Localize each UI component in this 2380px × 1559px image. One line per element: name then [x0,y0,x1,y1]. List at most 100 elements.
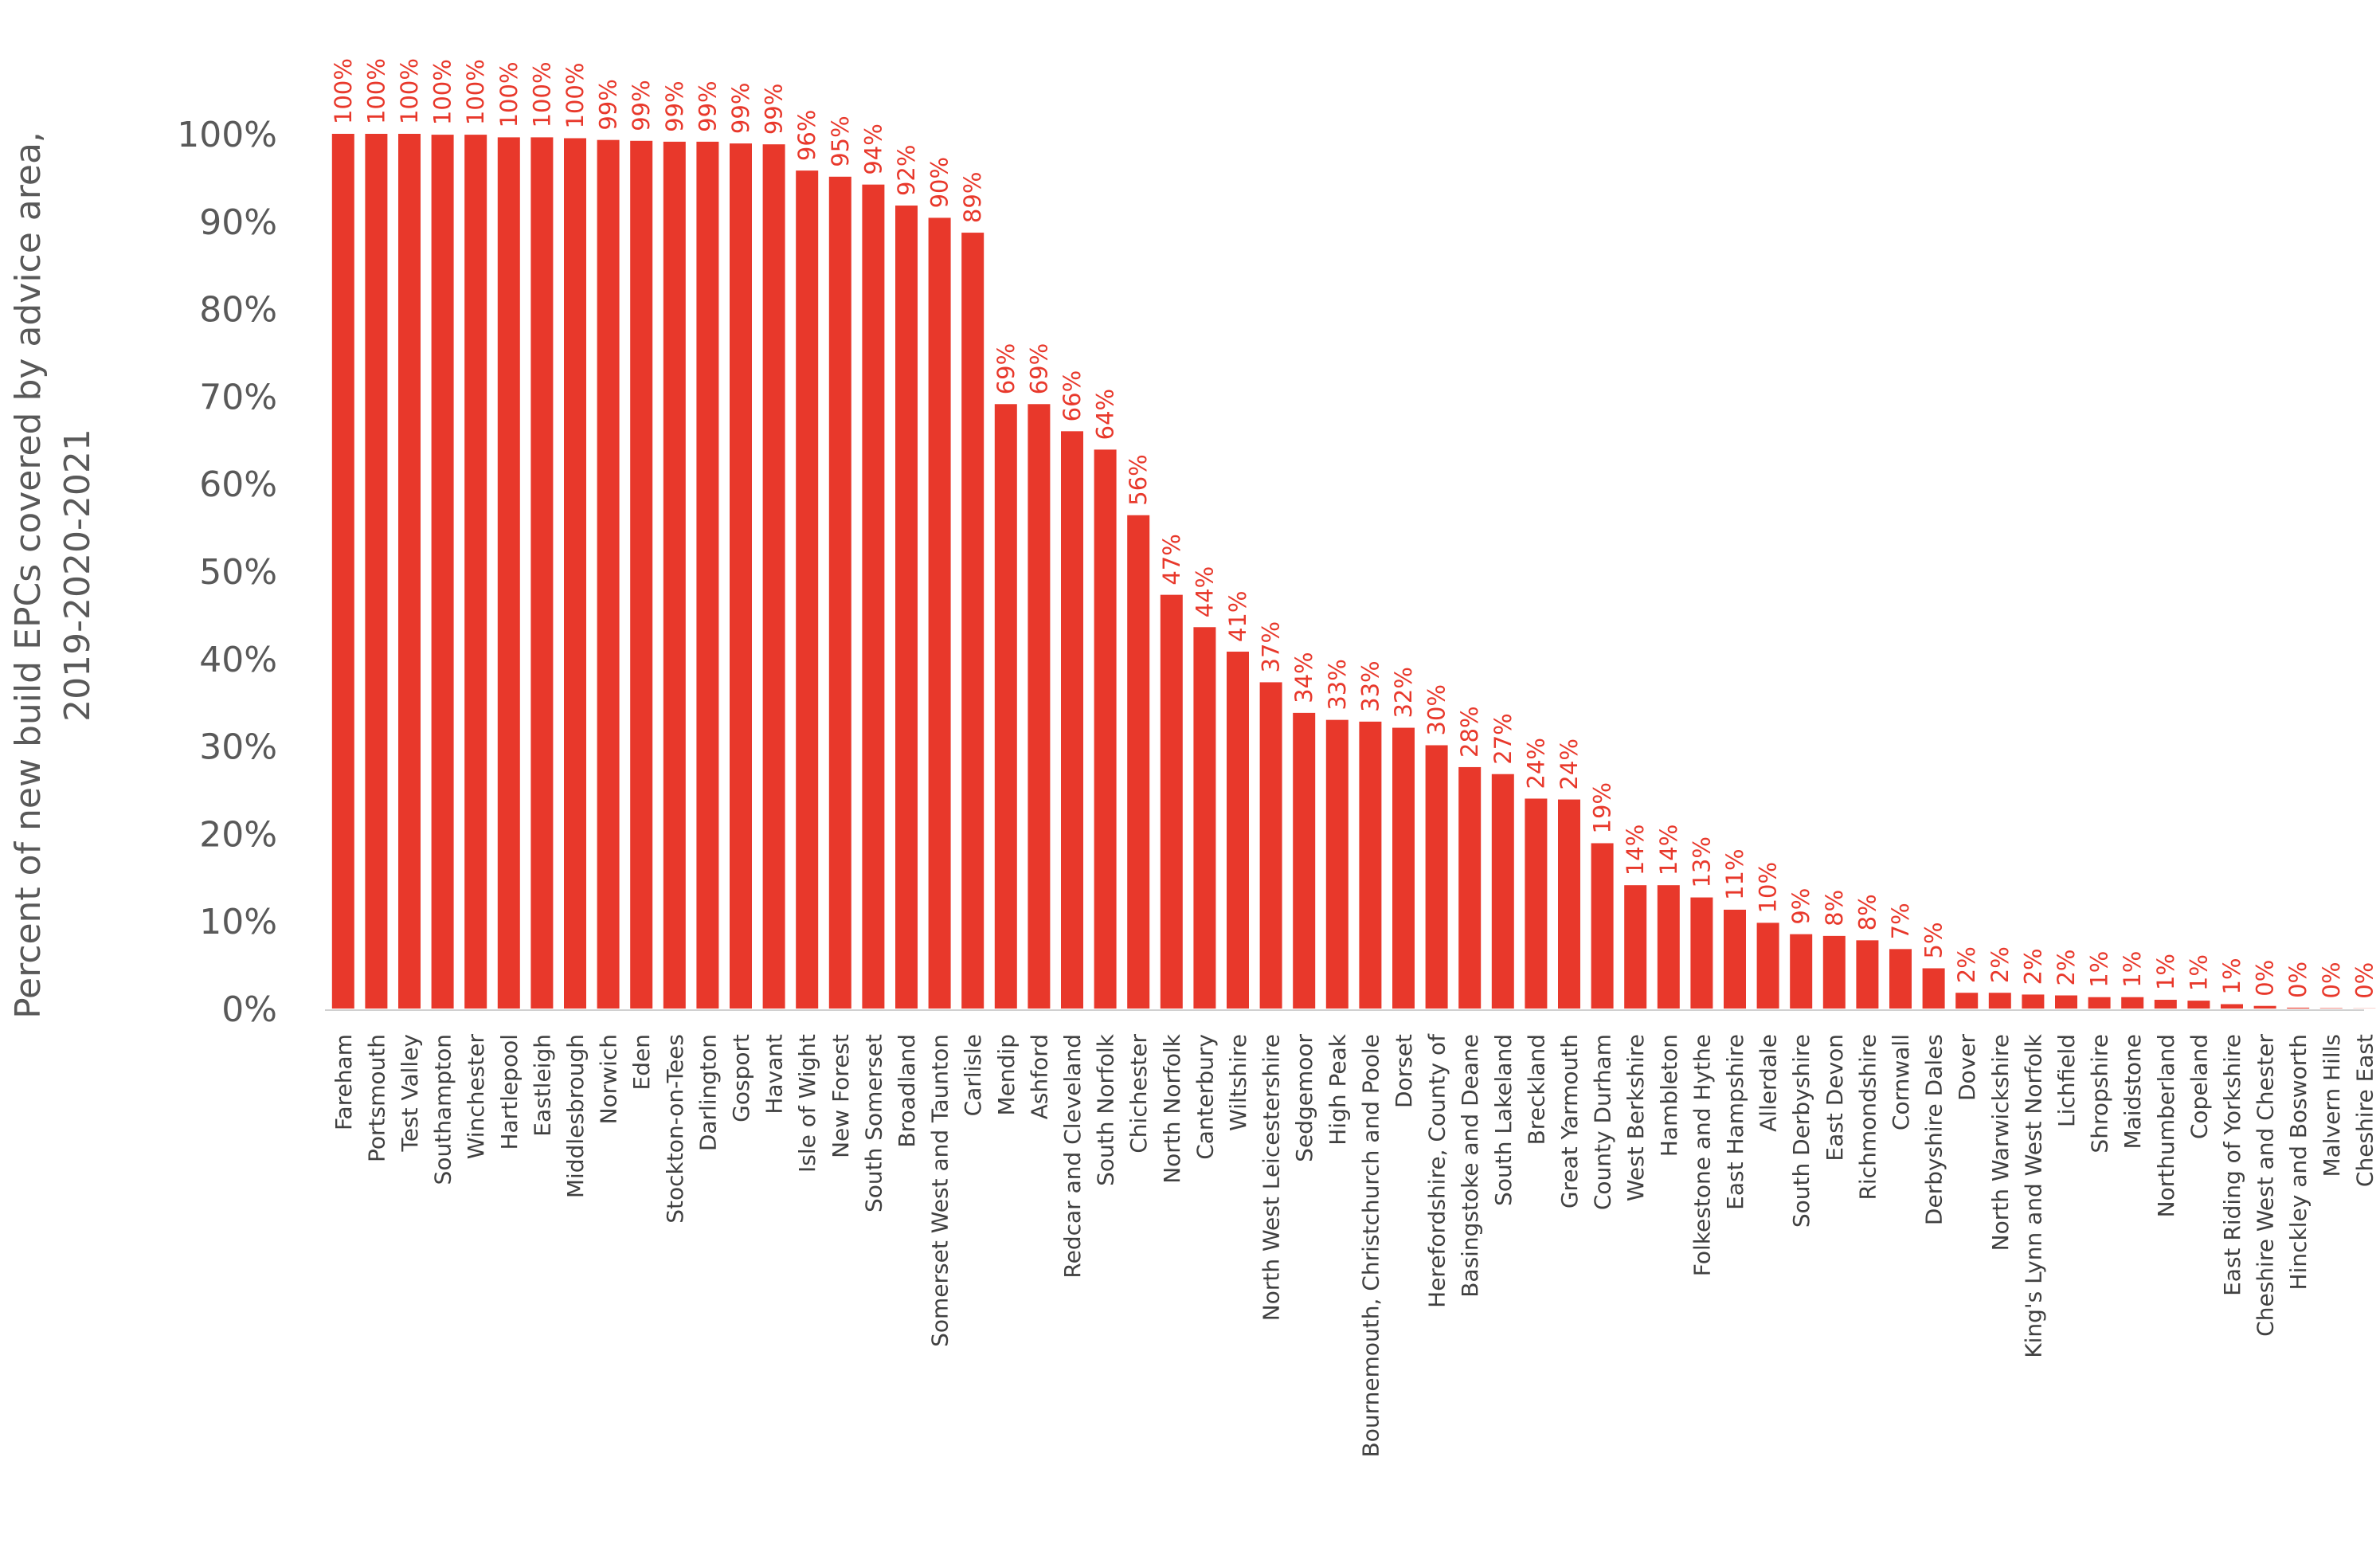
bar [331,134,354,1009]
bar [2319,1008,2343,1009]
x-tick-label: Cheshire East [2351,1034,2378,1187]
bar [464,135,487,1009]
y-tick-label: 60% [199,464,277,505]
data-label: 0% [2252,960,2279,997]
x-tick-label: Stockton-on-Tees [662,1034,688,1224]
x-tick-label: Northumberland [2153,1034,2179,1217]
data-label: 8% [1821,890,1848,926]
x-tick-label: Broadland [894,1034,920,1148]
data-label: 100% [429,59,456,125]
bar [530,137,554,1009]
x-tick-label: Winchester [463,1034,489,1160]
y-tick-label: 80% [199,290,277,331]
data-label: 99% [661,80,688,131]
bar [2154,1000,2177,1009]
bar [1525,798,1548,1009]
x-tick-label: King's Lynn and West Norfolk [2020,1033,2046,1358]
bar [1028,404,1051,1009]
data-label: 1% [2119,951,2146,988]
data-label: 99% [727,83,754,134]
bar [1724,909,1746,1009]
data-label: 10% [1755,862,1782,913]
x-tick-label: Hambleton [1656,1034,1682,1157]
x-tick-label: Dover [1954,1034,1980,1101]
x-tick-label: South Derbyshire [1788,1034,1814,1228]
bar [2088,997,2111,1009]
x-tick-label: North West Leicestershire [1259,1034,1285,1321]
data-label: 2% [2019,948,2046,985]
x-tick-label: Malvern Hills [2319,1034,2345,1177]
bar [2121,997,2144,1009]
x-tick-label: North Norfolk [1159,1033,1185,1184]
y-tick-label: 70% [199,377,277,417]
data-label: 9% [1787,888,1814,925]
bar [597,139,620,1009]
x-tick-label: Wiltshire [1225,1034,1251,1131]
bar [630,140,653,1009]
data-label: 41% [1224,591,1251,642]
x-tick-label: South Somerset [860,1034,887,1212]
bar [398,134,421,1009]
x-tick-label: Isle of Wight [794,1034,820,1173]
bar [1856,940,1879,1009]
x-tick-label: Southampton [430,1034,456,1185]
bar [1160,594,1183,1009]
data-label: 66% [1059,370,1086,421]
bar [1955,993,1979,1009]
x-tick-label: East Devon [1822,1034,1848,1161]
y-tick-label: 20% [199,814,277,855]
data-label: 100% [362,58,389,124]
data-label: 1% [2086,951,2113,988]
x-tick-label: County Durham [1590,1034,1616,1210]
data-label: 69% [1025,343,1052,394]
bar [1392,727,1415,1009]
x-tick-label: Fareham [331,1034,357,1130]
x-tick-label: Shropshire [2087,1034,2113,1154]
bar [1359,721,1382,1009]
x-tick-label: Ashford [1026,1034,1052,1119]
bar [961,233,984,1009]
data-label: 1% [2218,958,2245,994]
data-label: 96% [793,110,820,161]
data-label: 99% [628,80,655,131]
data-label: 5% [1920,922,1947,958]
data-label: 56% [1125,454,1152,505]
data-label: 89% [959,172,986,223]
bar [1325,719,1349,1009]
bar [431,135,454,1009]
bar [365,134,388,1009]
data-label: 1% [2152,954,2179,990]
x-tick-label: Mendip [993,1034,1020,1115]
x-tick-label: Bournemouth, Christchurch and Poole [1357,1034,1384,1457]
x-tick-label: Norwich [596,1034,622,1124]
y-tick-label: 50% [199,552,277,593]
data-label: 99% [595,79,622,130]
data-label: 13% [1688,836,1715,887]
data-label: 0% [2351,962,2378,999]
x-tick-label: East Riding of Yorkshire [2219,1034,2245,1296]
bar [1127,515,1150,1009]
bar [1259,682,1282,1009]
data-labels: 100% 100% 100% 100% 100% 100% 100% 100% 99% 99% 99… [330,58,2378,999]
bar [1193,627,1216,1009]
data-label: 28% [1456,706,1483,757]
x-axis-ticks: Fareham Portsmouth Test Valley Southampton W… [331,1033,2378,1458]
data-label: 14% [1622,825,1649,875]
bar [1227,652,1249,1009]
bar [1922,968,1945,1009]
x-tick-label: Breckland [1523,1034,1549,1145]
data-label: 7% [1887,903,1914,939]
x-tick-label: Carlisle [960,1034,986,1116]
bar [1094,449,1117,1009]
bar [1491,774,1514,1009]
bar [1425,745,1448,1009]
bars [331,134,2376,1009]
data-label: 44% [1191,566,1218,617]
y-tick-label: 90% [199,202,277,243]
bar [928,217,951,1009]
x-tick-label: Dorset [1391,1034,1417,1108]
bar [828,176,851,1009]
bar [564,138,586,1009]
x-tick-label: High Peak [1325,1033,1351,1146]
data-label: 34% [1290,652,1317,703]
